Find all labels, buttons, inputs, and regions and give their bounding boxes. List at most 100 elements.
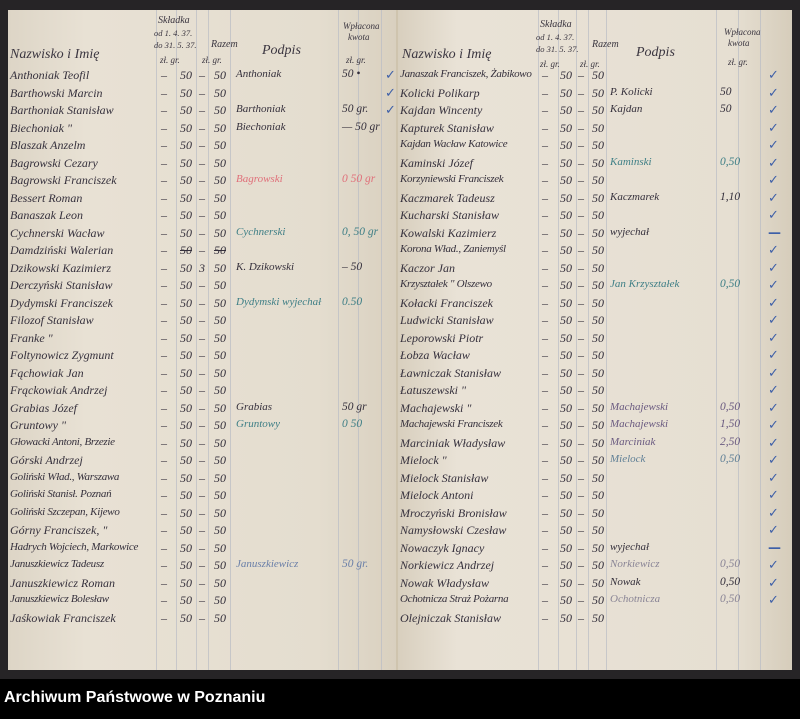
total-zl: – (578, 138, 584, 152)
total-zl: – (578, 68, 584, 82)
total-zl: – (199, 103, 205, 117)
contribution-zl: – (161, 313, 167, 327)
check-mark: ✓ (768, 313, 779, 328)
contribution-gr: 50 (560, 190, 572, 205)
paid-amount: 0,50 (720, 155, 741, 168)
paid-amount: 50 (720, 103, 732, 115)
table-row: Machajewski " –50–50 Machajewski 0,50 ✓ (398, 401, 792, 418)
table-row: Łobza Wacław –50–50 ✓ (398, 348, 792, 365)
entry-name: Fąchowiak Jan (10, 365, 84, 380)
total-gr: 50 (214, 313, 226, 327)
entry-name: Leporowski Piotr (400, 330, 484, 345)
table-row: Damdziński Walerian –50–50 (8, 243, 396, 260)
signature: Kaczmarek (610, 190, 660, 203)
total-zl: – (199, 453, 205, 467)
table-row: Hadrych Wojciech, Markowice –50–50 (8, 541, 396, 558)
entry-name: Norkiewicz Andrzej (400, 558, 495, 572)
contribution-gr: 50 (180, 453, 192, 467)
total-zl: – (199, 243, 205, 257)
contribution-gr: 50 (180, 155, 192, 170)
table-row: Dydymski Franciszek –50–50 Dydymski wyjech… (8, 296, 396, 313)
column-rule (156, 10, 157, 670)
contribution-gr: 50 (180, 278, 192, 292)
entry-name: Foltynowicz Zygmunt (10, 348, 114, 362)
contribution-zl: – (161, 208, 167, 222)
check-mark: ✓ (768, 470, 779, 486)
signature: Grabias (236, 400, 273, 413)
entry-name: Kaminski Józef (400, 155, 473, 170)
column-rule (208, 10, 209, 670)
entry-name: Łatuszewski " (400, 383, 467, 397)
table-row: Ławniczak Stanisław –50–50 ✓ (398, 366, 792, 383)
entry-name: Janaszak Franciszek, Żabikowo (400, 68, 532, 80)
contribution-zl: – (542, 365, 548, 380)
entry-name: Kucharski Stanisław (400, 208, 500, 222)
entry-name: Korona Wład., Zaniemyśl (400, 243, 506, 255)
total-zl: – (578, 610, 584, 625)
column-rule (738, 10, 739, 670)
total-gr: 50 (214, 225, 226, 240)
total-gr: 50 (214, 400, 226, 415)
contribution-zl: – (161, 190, 167, 205)
entry-name: Ochotnicza Straż Pożarna (400, 593, 509, 605)
table-row: Krzyształek " Olszewo –50–50 Jan Krzyształ… (398, 278, 792, 295)
table-row: Dzikowski Kazimierz –50 3 50 K. Dzikowski – 5… (8, 261, 396, 278)
paid-amount: 0,50 (720, 575, 741, 588)
contribution-zl: – (161, 103, 167, 117)
contribution-gr: 50 (180, 243, 192, 257)
check-mark: ✓ (768, 295, 779, 311)
entry-name: Kolicki Polikarp (400, 85, 480, 100)
table-row: Grabias Józef –50–50 Grabias 50 gr (8, 401, 396, 418)
entry-name: Kaczor Jan (400, 260, 455, 275)
entry-name: Dzikowski Kazimierz (10, 260, 112, 275)
entry-name: Ludwicki Stanisław (400, 313, 494, 327)
table-row: Goliński Szczepan, Kijewo –50–50 (8, 506, 396, 523)
total-gr: 50 (214, 593, 226, 607)
signature: Nowak (610, 575, 641, 588)
contribution-gr: 50 (560, 225, 572, 240)
total-gr: 50 (592, 155, 604, 170)
contribution-gr: 50 (560, 330, 572, 345)
total-gr: 50 (214, 575, 226, 590)
check-mark: ✓ (768, 103, 779, 118)
entry-name: Damdziński Walerian (10, 243, 114, 257)
total-zl: – (199, 435, 205, 450)
table-row: Cychnerski Wacław –50–50 Cychnerski 0, 50 g… (8, 226, 396, 243)
total-zl: – (578, 295, 584, 310)
entry-name: Górski Andrzej (10, 453, 83, 467)
header-signature: Podpis (262, 43, 301, 58)
paid-amount: 1,50 (720, 418, 741, 430)
total-gr: 50 (214, 85, 226, 100)
total-gr: 50 (592, 400, 604, 415)
check-mark: ✓ (768, 260, 779, 276)
contribution-gr: 50 (560, 488, 572, 502)
paid-amount: 0 50 (342, 418, 363, 430)
total-zl: – (578, 260, 584, 275)
check-mark: ✓ (768, 488, 779, 503)
table-row: Łatuszewski " –50–50 ✓ (398, 383, 792, 400)
total-zl: – (578, 593, 584, 607)
paid-amount: 0,50 (720, 453, 741, 465)
contribution-gr: 50 (560, 558, 572, 572)
entry-name: Kołacki Franciszek (400, 295, 493, 310)
total-gr: 50 (592, 190, 604, 205)
paid-amount: — 50 gr (342, 120, 380, 133)
total-gr: 50 (214, 138, 226, 152)
table-row: Januszkiewicz Roman –50–50 (8, 576, 396, 593)
contribution-zl: – (161, 400, 167, 415)
contribution-gr: 50 (180, 225, 192, 240)
total-zl: – (199, 593, 205, 607)
total-gr: 50 (592, 173, 604, 187)
contribution-zl: – (161, 225, 167, 240)
check-mark: ✓ (768, 558, 779, 573)
total-gr: 50 (214, 120, 226, 135)
contribution-zl: – (542, 523, 548, 537)
paid-amount: 50 • (342, 68, 361, 80)
table-row: Marciniak Władysław –50–50 Marciniak 2,50 ✓ (398, 436, 792, 453)
total-zl: – (578, 313, 584, 327)
entry-name: Goliński Szczepan, Kijewo (10, 505, 120, 518)
contribution-zl: – (161, 610, 167, 625)
total-gr: 50 (214, 418, 226, 432)
signature: Jan Krzyształek (610, 278, 680, 290)
contribution-zl: – (542, 243, 548, 257)
